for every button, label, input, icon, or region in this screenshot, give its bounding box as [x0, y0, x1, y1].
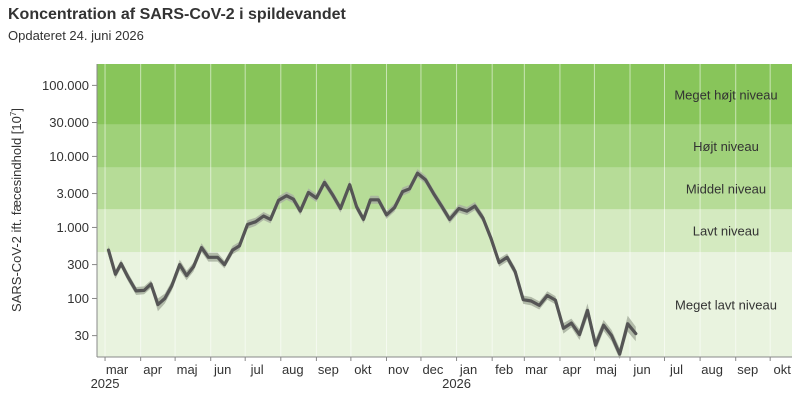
level-band-label: Middel niveau: [686, 181, 766, 196]
y-tick-label: 300: [67, 257, 89, 272]
level-band: [97, 124, 792, 168]
x-tick-label: aug: [282, 362, 304, 377]
level-band-labels: Meget lavt niveau Lavt niveau Middel nivea…: [674, 87, 777, 312]
level-band-label: Lavt niveau: [693, 224, 760, 239]
x-tick-label: okt: [774, 362, 792, 377]
x-tick-label: sep: [318, 362, 339, 377]
x-tick-label: mar: [525, 362, 548, 377]
concentration-line: [106, 171, 638, 356]
x-tick-label: jul: [669, 362, 683, 377]
x-tick-label: apr: [563, 362, 582, 377]
y-tick-label: 10.000: [49, 149, 89, 164]
page-title: Koncentration af SARS-CoV-2 i spildevand…: [8, 6, 346, 23]
x-tick-label: apr: [143, 362, 162, 377]
y-tick-label: 100.000: [42, 78, 89, 93]
y-axis-label: SARS-CoV-2 ift. fæcesindhold [107]: [9, 108, 24, 312]
x-tick-label: nov: [388, 362, 409, 377]
level-band: [97, 252, 792, 357]
x-year-label: 2026: [442, 376, 471, 391]
level-bands: [97, 64, 792, 357]
x-tick-label: dec: [422, 362, 443, 377]
x-tick-label: sep: [737, 362, 758, 377]
level-band: [97, 167, 792, 210]
level-band-label: Højt niveau: [693, 139, 759, 154]
y-tick-label: 1.000: [56, 220, 89, 235]
x-tick-label: jul: [250, 362, 264, 377]
y-axis: 30 100 300 1.000 3.000 10.000 30.000 100.000: [42, 64, 98, 357]
x-tick-label: jan: [459, 362, 477, 377]
level-band-label: Meget lavt niveau: [675, 298, 777, 313]
x-tick-label: mar: [106, 362, 129, 377]
page-subtitle: Opdateret 24. juni 2026: [8, 28, 144, 43]
y-tick-label: 3.000: [56, 186, 89, 201]
x-year-label: 2025: [91, 376, 120, 391]
x-tick-label: maj: [596, 362, 617, 377]
level-band: [97, 209, 792, 253]
x-tick-label: feb: [495, 362, 513, 377]
x-tick-label: jun: [213, 362, 231, 377]
x-tick-label: jun: [632, 362, 650, 377]
y-tick-label: 100: [67, 291, 89, 306]
y-tick-label: 30: [75, 328, 89, 343]
concentration-series-line: [106, 171, 638, 356]
x-tick-label: maj: [177, 362, 198, 377]
x-tick-label: aug: [701, 362, 723, 377]
y-tick-label: 30.000: [49, 115, 89, 130]
x-tick-label: okt: [354, 362, 372, 377]
level-band-label: Meget højt niveau: [674, 87, 777, 102]
level-band: [97, 64, 792, 125]
